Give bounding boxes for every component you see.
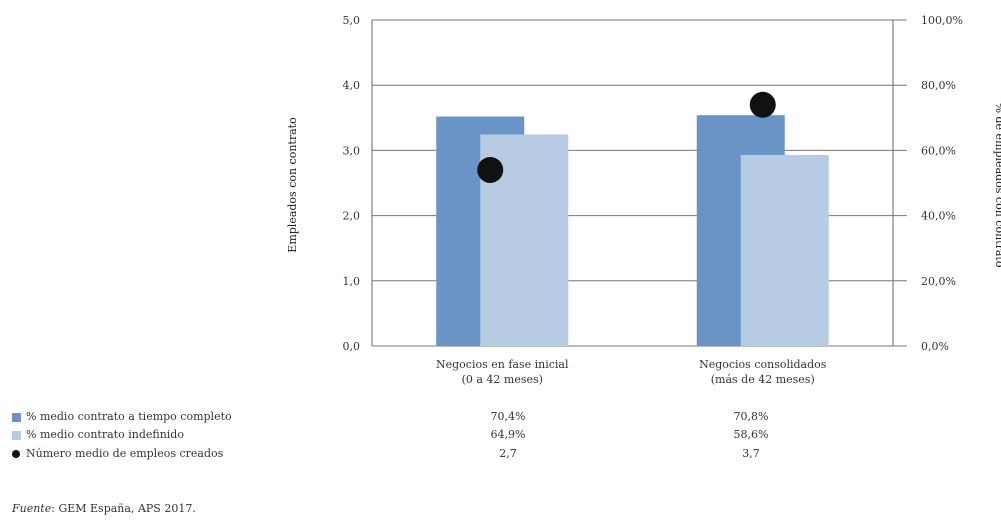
x-category-sublabel: (0 a 42 meses) [462,373,543,386]
x-category-label: Negocios en fase inicial [436,358,569,371]
legend-label-indefinite: % medio contrato indefinido [26,428,184,441]
point-jobs-created [749,91,776,118]
y-tick-label-left: 5,0 [343,14,361,27]
points [477,91,776,183]
y-tick-label-right: 0,0% [921,340,949,353]
y-tick-label-right: 40,0% [921,210,956,223]
value-indefinite-consolidated: 58,6% [733,428,769,441]
legend-label-jobs: Número medio de empleos creados [26,447,224,460]
y-tick-label-left: 0,0 [343,340,361,353]
legend-swatch-full-time [12,413,21,422]
table-row-jobs: Número medio de empleos creados 2,7 3,7 [0,447,1001,463]
bar-indefinite [740,154,829,346]
table-row-full-time: % medio contrato a tiempo completo 70,4%… [0,410,1001,426]
axes: 0,0 1,0 2,0 3,0 4,0 5,0 0,0% 20,0% 40,0% 60,0% 80,… [343,14,963,386]
y-tick-label-right: 80,0% [921,79,956,92]
point-jobs-created [477,156,504,183]
y-tick-label-right: 100,0% [921,14,963,27]
source-prefix: Fuente [12,502,52,515]
y-axis-title-right: % de empleados con contrato [993,103,1001,268]
legend-swatch-indefinite [12,431,21,440]
value-full-time-initial: 70,4% [490,410,526,423]
x-category-label: Negocios consolidados [699,358,827,371]
x-category-sublabel: (más de 42 meses) [711,373,815,386]
y-tick-label-right: 60,0% [921,144,956,157]
y-tick-label-left: 1,0 [343,275,361,288]
value-indefinite-initial: 64,9% [490,428,526,441]
source-note: Fuente: GEM España, APS 2017. [12,502,196,515]
y-tick-label-left: 2,0 [343,210,361,223]
bars [436,115,829,346]
y-tick-label-right: 20,0% [921,275,956,288]
chart: 0,0 1,0 2,0 3,0 4,0 5,0 0,0% 20,0% 40,0% 60,0% 80,… [286,14,1001,386]
table-row-indefinite: % medio contrato indefinido 64,9% 58,6% [0,428,1001,444]
y-axis-title-left: Empleados con contrato [286,117,299,253]
legend-label-full-time: % medio contrato a tiempo completo [26,410,232,423]
y-tick-label-left: 3,0 [343,144,361,157]
legend-marker-jobs [12,450,20,458]
y-tick-label-left: 4,0 [343,79,361,92]
value-jobs-consolidated: 3,7 [742,447,760,460]
source-text: : GEM España, APS 2017. [51,502,196,515]
value-jobs-initial: 2,7 [499,447,517,460]
value-full-time-consolidated: 70,8% [733,410,769,423]
